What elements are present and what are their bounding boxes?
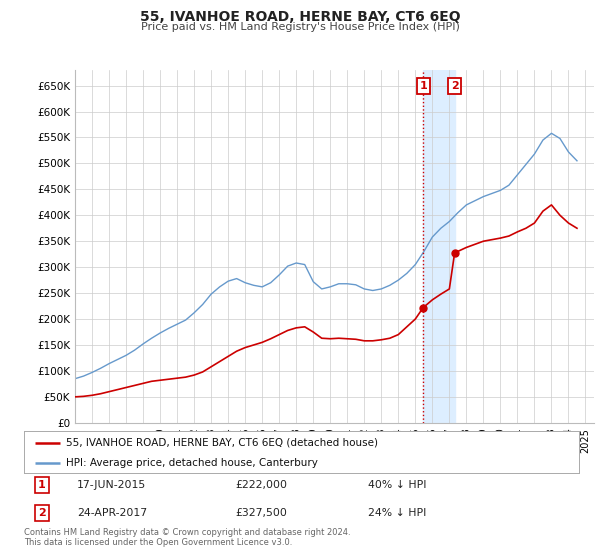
Text: 1: 1	[419, 81, 427, 91]
Text: £222,000: £222,000	[235, 480, 287, 490]
Text: 2: 2	[38, 508, 46, 518]
Bar	[423, 70, 455, 423]
Text: 24% ↓ HPI: 24% ↓ HPI	[368, 508, 427, 518]
Text: £327,500: £327,500	[235, 508, 287, 518]
Text: 17-JUN-2015: 17-JUN-2015	[77, 480, 146, 490]
Text: Price paid vs. HM Land Registry's House Price Index (HPI): Price paid vs. HM Land Registry's House …	[140, 22, 460, 32]
Text: 24-APR-2017: 24-APR-2017	[77, 508, 147, 518]
Text: 55, IVANHOE ROAD, HERNE BAY, CT6 6EQ (detached house): 55, IVANHOE ROAD, HERNE BAY, CT6 6EQ (de…	[65, 438, 377, 448]
Text: 55, IVANHOE ROAD, HERNE BAY, CT6 6EQ: 55, IVANHOE ROAD, HERNE BAY, CT6 6EQ	[140, 10, 460, 24]
Text: 1: 1	[38, 480, 46, 490]
Text: 40% ↓ HPI: 40% ↓ HPI	[368, 480, 427, 490]
Text: Contains HM Land Registry data © Crown copyright and database right 2024.
This d: Contains HM Land Registry data © Crown c…	[24, 528, 350, 547]
Text: 2: 2	[451, 81, 458, 91]
Text: HPI: Average price, detached house, Canterbury: HPI: Average price, detached house, Cant…	[65, 458, 317, 468]
